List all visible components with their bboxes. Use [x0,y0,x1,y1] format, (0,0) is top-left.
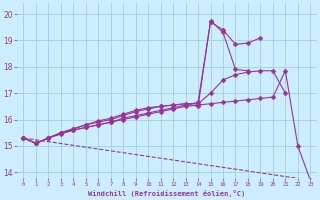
X-axis label: Windchill (Refroidissement éolien,°C): Windchill (Refroidissement éolien,°C) [88,190,245,197]
